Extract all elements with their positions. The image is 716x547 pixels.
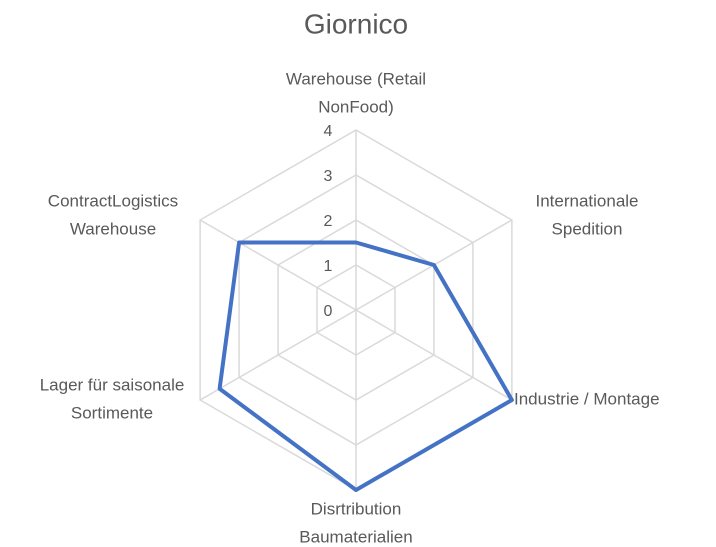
category-label: Spedition	[552, 219, 623, 238]
category-label: Lager für saisonale	[40, 375, 185, 394]
category-label: ContractLogistics	[48, 191, 178, 210]
series-line	[217, 240, 514, 492]
category-label: Industrie / Montage	[514, 389, 660, 408]
category-label: Warehouse	[70, 219, 156, 238]
grid-spoke	[355, 309, 513, 401]
category-label: Internationale	[535, 191, 638, 210]
grid-spoke	[199, 219, 357, 311]
category-label: Disrtribution	[311, 499, 402, 518]
chart-title: Giornico	[304, 8, 408, 39]
tick-label: 1	[324, 258, 333, 275]
grid-spoke	[199, 309, 357, 401]
tick-label: 2	[324, 213, 333, 230]
category-label: Sortimente	[71, 403, 153, 422]
category-label: Baumaterialien	[299, 527, 412, 546]
tick-label: 4	[324, 123, 333, 140]
category-label: NonFood)	[318, 97, 394, 116]
category-label: Warehouse (Retail	[286, 69, 426, 88]
tick-label: 0	[324, 303, 333, 320]
tick-label: 3	[324, 168, 333, 185]
